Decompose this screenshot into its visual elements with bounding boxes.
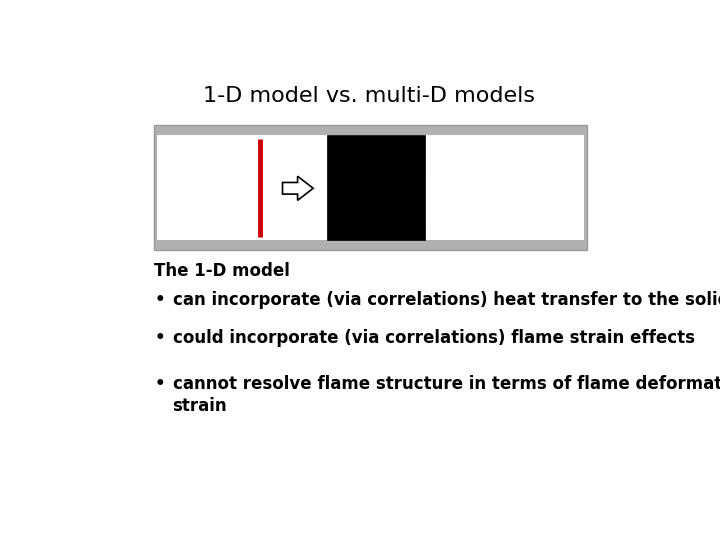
Text: 1-D model vs. multi-D models: 1-D model vs. multi-D models [203,85,535,106]
Text: •: • [154,375,165,393]
Text: The 1-D model: The 1-D model [154,262,290,280]
Text: •: • [154,292,165,309]
Polygon shape [282,176,313,200]
Text: could incorporate (via correlations) flame strain effects: could incorporate (via correlations) fla… [173,329,695,347]
Text: can incorporate (via correlations) heat transfer to the solid: can incorporate (via correlations) heat … [173,292,720,309]
Bar [154,125,587,250]
Bar [157,136,584,240]
Text: •: • [154,329,165,347]
Text: cannot resolve flame structure in terms of flame deformation and
strain: cannot resolve flame structure in terms … [173,375,720,415]
Bar [327,136,425,240]
